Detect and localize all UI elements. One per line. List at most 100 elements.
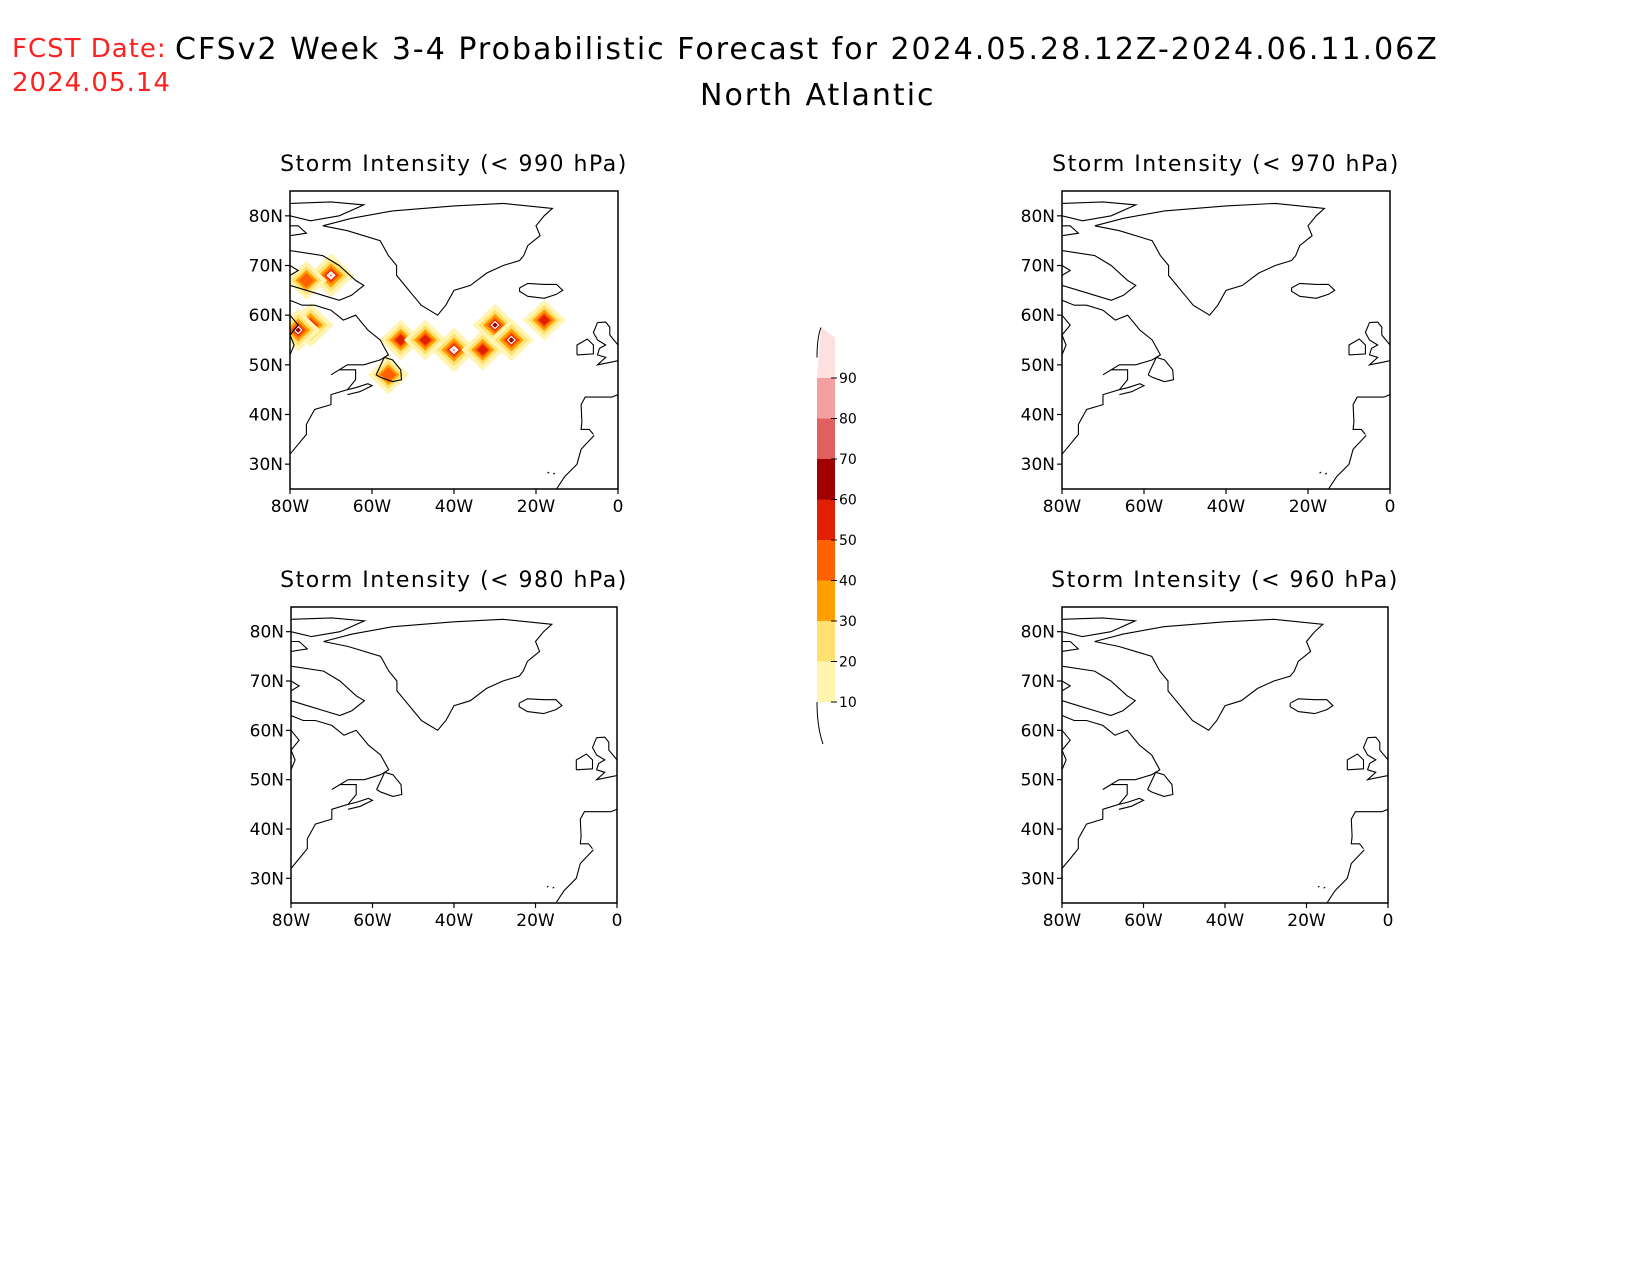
lat-tick-label: 80N [249, 207, 283, 227]
lon-tick-label: 0 [613, 497, 624, 517]
lat-tick-label: 30N [249, 455, 283, 475]
lat-tick-label: 50N [249, 356, 283, 376]
coastline [1328, 435, 1367, 489]
coastline [1323, 886, 1326, 889]
lon-tick-label: 20W [1289, 497, 1328, 517]
colorbar-label: 50 [839, 533, 857, 549]
storm-probability-blob [403, 319, 447, 361]
coastline [376, 771, 403, 797]
coastline [1289, 698, 1334, 715]
coastline [1062, 314, 1071, 356]
colorbar-label: 30 [839, 614, 857, 630]
panel-map-area [291, 617, 617, 903]
colorbar-label: 40 [839, 574, 857, 590]
lat-tick-label: 80N [1021, 623, 1055, 643]
storm-probability-blob [489, 318, 534, 362]
lon-tick-label: 80W [271, 497, 310, 517]
coastline [1062, 299, 1162, 455]
coastline [1062, 680, 1072, 692]
lat-tick-label: 50N [1021, 356, 1055, 376]
colorbar-swatch [817, 418, 835, 459]
lat-tick-label: 80N [1021, 207, 1055, 227]
coastline [290, 314, 299, 356]
panel-title: Storm Intensity (< 960 hPa) [1051, 568, 1399, 593]
lon-tick-label: 20W [516, 911, 555, 931]
coastline [556, 435, 595, 489]
coastline [1062, 265, 1072, 276]
colorbar-swatch [817, 499, 835, 540]
coastline [1147, 771, 1174, 797]
storm-probability-blob [522, 299, 566, 341]
coastline [290, 250, 365, 301]
coastline [375, 356, 403, 383]
panel-map-area [1062, 201, 1390, 489]
coastline [323, 618, 554, 732]
colorbar-label: 10 [839, 695, 857, 711]
lon-tick-label: 40W [1206, 911, 1245, 931]
coastline [1094, 618, 1325, 732]
coastline [1062, 714, 1161, 869]
coastline [1348, 338, 1366, 356]
map-panel-p960: Storm Intensity (< 960 hPa) 80N 70N 60N 50N 4… [1021, 568, 1399, 931]
coastline [1062, 729, 1071, 771]
lat-tick-label: 50N [1021, 771, 1055, 791]
map-panels: Storm Intensity (< 990 hPa) 80N 70N 60N 50N 4… [249, 152, 1400, 931]
lon-tick-label: 80W [272, 911, 311, 931]
lon-tick-label: 20W [1287, 911, 1326, 931]
coastline [592, 321, 618, 366]
coastline [290, 225, 308, 237]
lat-tick-label: 70N [1021, 257, 1055, 277]
lon-tick-label: 60W [1125, 497, 1164, 517]
coastline [1062, 201, 1138, 222]
lon-tick-label: 60W [353, 911, 392, 931]
coastline [290, 265, 300, 276]
forecast-date-label: FCST Date: [12, 34, 167, 64]
coastline [1062, 250, 1137, 301]
coastline [347, 383, 374, 396]
lon-tick-label: 60W [353, 497, 392, 517]
coastline [347, 797, 374, 810]
coastline [1324, 472, 1328, 475]
lon-tick-label: 0 [612, 911, 623, 931]
lat-tick-label: 70N [250, 672, 284, 692]
lon-tick-label: 40W [435, 497, 474, 517]
panel-title: Storm Intensity (< 990 hPa) [280, 152, 628, 177]
map-panel-p980: Storm Intensity (< 980 hPa) 80N 70N 60N 50N 4… [250, 568, 627, 931]
coastline [1326, 849, 1365, 903]
coastline [591, 736, 617, 781]
coastline [291, 640, 309, 652]
coastline [1062, 640, 1080, 652]
lat-tick-label: 30N [250, 869, 284, 889]
coastline [1118, 797, 1145, 810]
colorbar-bottom-extension [816, 701, 824, 745]
lat-tick-label: 70N [1021, 672, 1055, 692]
coastline [290, 201, 366, 222]
colorbar-label: 60 [839, 493, 857, 509]
coastline [575, 753, 594, 771]
coastline [576, 338, 594, 356]
panel-frame [290, 606, 618, 904]
storm-probability-blob [379, 319, 423, 361]
lat-tick-label: 60N [250, 721, 284, 741]
colorbar-swatch [817, 459, 835, 500]
panel-title: Storm Intensity (< 970 hPa) [1052, 152, 1400, 177]
map-panel-p970: Storm Intensity (< 970 hPa) 80N 70N 60N 50N 4… [1021, 152, 1400, 517]
colorbar-swatch [817, 327, 835, 378]
colorbar: 10 20 30 40 50 60 70 80 90 [816, 327, 857, 745]
lat-tick-label: 60N [249, 306, 283, 326]
lat-tick-label: 30N [1021, 869, 1055, 889]
lat-tick-label: 40N [1021, 406, 1055, 426]
coastline [322, 202, 554, 316]
page-subtitle: North Atlantic [700, 78, 936, 113]
panel-map-area [1062, 617, 1388, 903]
map-panel-p990: Storm Intensity (< 990 hPa) 80N 70N 60N 50N 4… [249, 152, 628, 517]
colorbar-swatch [817, 621, 835, 662]
coastline [1147, 356, 1175, 383]
coastline [580, 394, 618, 435]
coastline [1119, 383, 1146, 396]
coastline [1362, 736, 1388, 781]
storm-probability-blob [430, 327, 478, 373]
lat-tick-label: 50N [250, 771, 284, 791]
coastline [291, 680, 301, 692]
